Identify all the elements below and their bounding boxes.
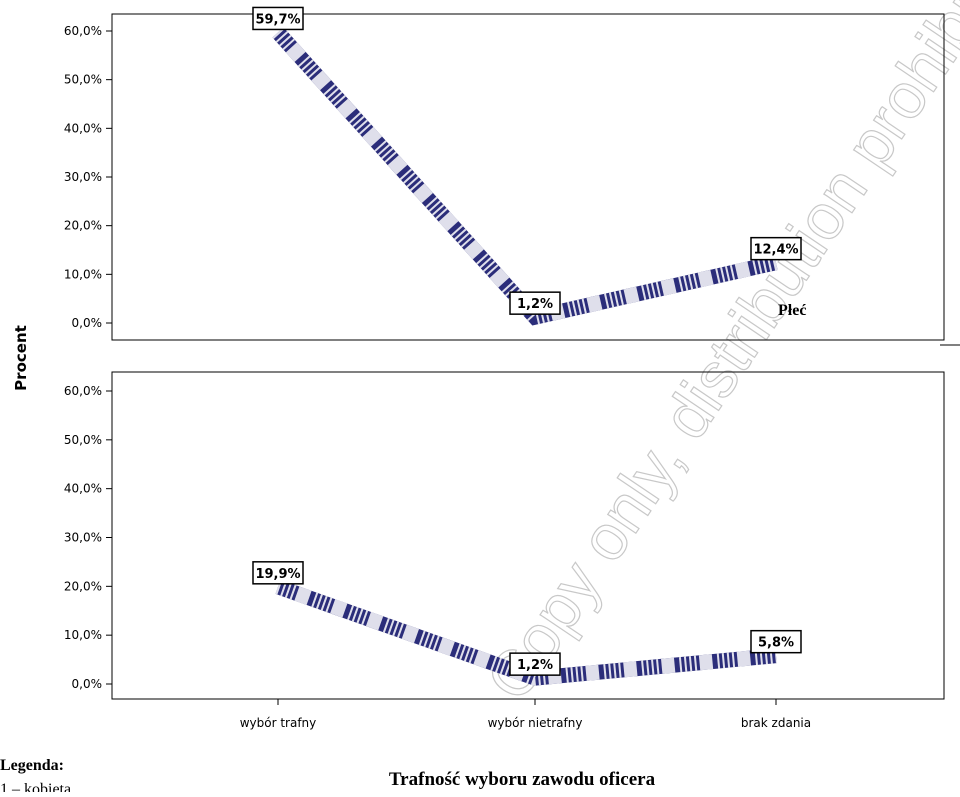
y-tick-label: 40,0% bbox=[64, 482, 102, 496]
series-line-pattern bbox=[272, 27, 778, 326]
data-label-box bbox=[509, 291, 561, 315]
y-tick-label: 20,0% bbox=[64, 219, 102, 233]
y-tick-label: 10,0% bbox=[64, 267, 102, 281]
y-tick-label: 30,0% bbox=[64, 531, 102, 545]
y-tick-label: 40,0% bbox=[64, 121, 102, 135]
data-label-text: 59,7% bbox=[255, 12, 300, 27]
data-label-text: 19,9% bbox=[255, 567, 300, 582]
y-tick-label: 0,0% bbox=[72, 677, 103, 691]
data-label-text: 1,2% bbox=[517, 297, 553, 312]
data-label-3: 12,4% bbox=[750, 236, 802, 261]
y-tick-label: 60,0% bbox=[64, 24, 102, 38]
panel-frame-2 bbox=[111, 371, 945, 700]
data-label-box bbox=[252, 561, 304, 585]
y-tick-label: 20,0% bbox=[64, 579, 102, 593]
y-tick-label: 0,0% bbox=[72, 316, 103, 330]
y-tick-label: 60,0% bbox=[64, 384, 102, 398]
data-label-box bbox=[509, 652, 561, 676]
x-tick-label: brak zdania bbox=[741, 716, 811, 730]
data-label-text: 12,4% bbox=[753, 243, 798, 258]
y-tick-label: 50,0% bbox=[64, 73, 102, 87]
y-axis-label: Procent bbox=[12, 325, 30, 391]
data-label-text: 1,2% bbox=[517, 658, 553, 673]
data-label-box bbox=[252, 6, 304, 31]
y-tick-label: 50,0% bbox=[64, 433, 102, 447]
y-tick-label: 10,0% bbox=[64, 628, 102, 642]
data-label-1: 59,7% bbox=[252, 6, 304, 31]
series-line-pattern bbox=[275, 579, 777, 686]
legend-item: 1 – kobieta bbox=[0, 781, 71, 792]
data-label-2: 1,2% bbox=[509, 652, 561, 676]
data-label-2: 1,2% bbox=[509, 291, 561, 315]
x-tick-label: wybór nietrafny bbox=[488, 716, 583, 730]
watermark: Copy only, distribution prohibited bbox=[472, 0, 960, 713]
x-axis-title: Trafność wyboru zawodu oficera bbox=[389, 769, 656, 790]
y-tick-label: 30,0% bbox=[64, 170, 102, 184]
data-label-box bbox=[750, 236, 802, 261]
data-label-3: 5,8% bbox=[750, 629, 802, 654]
panel-note: Płeć bbox=[778, 302, 806, 319]
data-label-box bbox=[750, 629, 802, 654]
data-label-1: 19,9% bbox=[252, 561, 304, 585]
x-tick-label: wybór trafny bbox=[240, 716, 317, 730]
data-label-text: 5,8% bbox=[758, 636, 794, 651]
legend-title: Legenda: bbox=[0, 757, 64, 774]
